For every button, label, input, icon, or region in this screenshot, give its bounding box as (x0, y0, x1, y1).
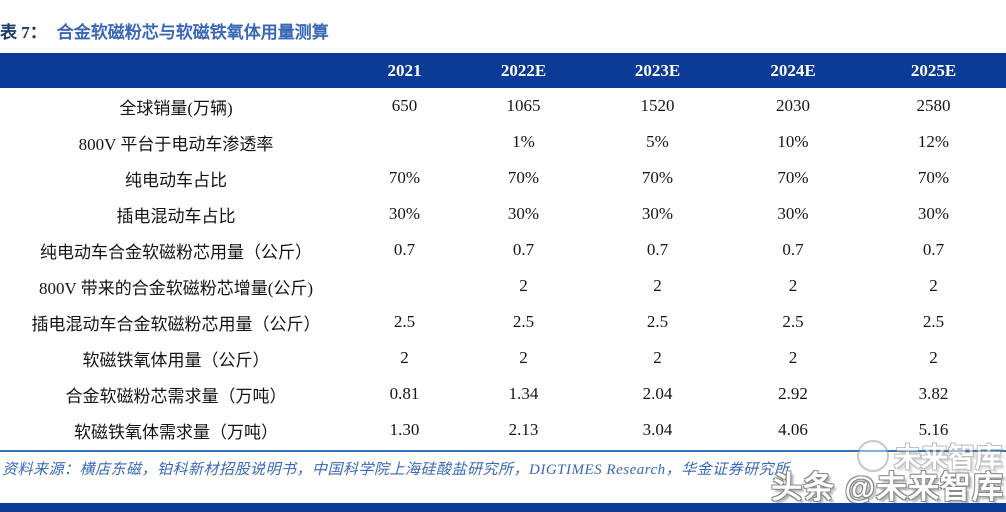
cell-value: 2 (788, 348, 798, 367)
usage-table: 2021 2022E 2023E 2024E 2025E 全球销量(万辆) 650… (0, 53, 1006, 448)
cell-value: 30% (507, 204, 540, 223)
table-title-text: 合金软磁粉芯与软磁铁氧体用量测算 (56, 23, 329, 42)
cell-value: 70% (507, 168, 540, 187)
watermark-line2: 头条 @未来智库 (771, 462, 1004, 507)
cell-value: 1520 (640, 96, 675, 115)
cell-value: 0.7 (646, 240, 669, 259)
cell-value: 30% (641, 204, 674, 223)
cell-value: 1.34 (508, 384, 539, 403)
table-number-label: 表 7： (0, 23, 47, 42)
cell-value: 2.92 (778, 384, 808, 403)
cell-value: 3.04 (642, 420, 673, 439)
table-title: 表 7： 合金软磁粉芯与软磁铁氧体用量测算 (0, 20, 329, 46)
table-row: 800V 带来的合金软磁粉芯增量(公斤) 2 2 2 2 (0, 268, 1006, 304)
header-cell-year: 2025E (861, 53, 1006, 88)
cell-value: 2 (519, 348, 528, 367)
table-row: 插电混动车合金软磁粉芯用量（公斤） 2.5 2.5 2.5 2.5 2.5 (0, 304, 1006, 340)
cell-value: 1% (512, 132, 535, 151)
cell-value: 2.5 (922, 312, 945, 331)
table-row: 插电混动车占比 30% 30% 30% 30% 30% (0, 196, 1006, 232)
table-row: 软磁铁氧体用量（公斤） 2 2 2 2 2 (0, 340, 1006, 376)
cell-value: 0.7 (512, 240, 535, 259)
cell-value (352, 268, 457, 304)
table-row: 纯电动车占比 70% 70% 70% 70% 70% (0, 160, 1006, 196)
cell-value: 10% (777, 132, 809, 151)
cell-value: 0.7 (922, 240, 945, 259)
cell-value (352, 124, 457, 160)
cell-value: 2.5 (393, 312, 416, 331)
cell-value: 2 (929, 276, 938, 295)
cell-value: 2 (929, 348, 938, 367)
cell-value: 2 (400, 348, 409, 367)
table-row: 纯电动车合金软磁粉芯用量（公斤） 0.7 0.7 0.7 0.7 0.7 (0, 232, 1006, 268)
cell-value: 12% (917, 132, 950, 151)
row-label: 纯电动车占比 (125, 170, 227, 190)
table-header-row: 2021 2022E 2023E 2024E 2025E (0, 53, 1006, 88)
cell-value: 2.13 (508, 420, 539, 439)
cell-value: 2.5 (646, 312, 669, 331)
row-label: 合金软磁粉芯需求量（万吨） (65, 386, 287, 406)
footer-divider (0, 450, 1006, 452)
cell-value: 2.5 (782, 312, 804, 331)
cell-value: 30% (388, 204, 421, 223)
cell-value: 1.30 (389, 420, 420, 439)
header-cell-year: 2024E (725, 53, 861, 88)
cell-value: 3.82 (918, 384, 949, 403)
header-cell-year: 2022E (457, 53, 590, 88)
cell-value: 30% (777, 204, 809, 223)
cell-value: 0.7 (782, 240, 804, 259)
row-label: 全球销量(万辆) (119, 98, 233, 118)
table-row: 全球销量(万辆) 650 1065 1520 2030 2580 (0, 88, 1006, 124)
cell-value: 4.06 (778, 420, 808, 439)
row-label: 800V 带来的合金软磁粉芯增量(公斤) (38, 278, 314, 298)
cell-value: 1065 (506, 96, 541, 115)
row-label: 软磁铁氧体用量（公斤） (82, 350, 270, 370)
source-note: 资料来源：横店东磁，铂科新材招股说明书，中国科学院上海硅酸盐研究所，DIGTIM… (2, 462, 790, 478)
cell-value: 2580 (916, 96, 951, 115)
cell-value: 0.81 (389, 384, 420, 403)
cell-value: 70% (917, 168, 950, 187)
table-row: 软磁铁氧体需求量（万吨） 1.30 2.13 3.04 4.06 5.16 (0, 412, 1006, 448)
cell-value: 30% (917, 204, 950, 223)
table-body: 全球销量(万辆) 650 1065 1520 2030 2580 800V 平台于电动车渗透… (0, 88, 1006, 448)
row-label: 插电混动车占比 (116, 206, 236, 226)
row-label: 插电混动车合金软磁粉芯用量（公斤） (31, 314, 321, 334)
row-label: 800V 平台于电动车渗透率 (78, 134, 274, 154)
cell-value: 2.5 (512, 312, 535, 331)
cell-value: 0.7 (393, 240, 416, 259)
row-label: 软磁铁氧体需求量（万吨） (74, 422, 278, 442)
row-label: 纯电动车合金软磁粉芯用量（公斤） (40, 242, 312, 262)
cell-value: 650 (391, 96, 418, 115)
table-row: 800V 平台于电动车渗透率 1% 5% 10% 12% (0, 124, 1006, 160)
cell-value: 5% (646, 132, 669, 151)
cell-value: 2030 (776, 96, 810, 115)
cell-value: 2 (653, 348, 662, 367)
table-row: 合金软磁粉芯需求量（万吨） 0.81 1.34 2.04 2.92 3.82 (0, 376, 1006, 412)
header-cell-year: 2021 (352, 53, 457, 88)
header-cell-empty (0, 53, 352, 88)
cell-value: 5.16 (918, 420, 949, 439)
cell-value: 2 (653, 276, 662, 295)
cell-value: 70% (641, 168, 674, 187)
bottom-bar (0, 503, 1006, 512)
cell-value: 2 (788, 276, 798, 295)
header-cell-year: 2023E (590, 53, 725, 88)
cell-value: 70% (777, 168, 809, 187)
cell-value: 70% (388, 168, 421, 187)
watermark-toutiao-handle: 头条 @未来智库 (771, 470, 1004, 505)
cell-value: 2.04 (642, 384, 673, 403)
cell-value: 2 (519, 276, 528, 295)
